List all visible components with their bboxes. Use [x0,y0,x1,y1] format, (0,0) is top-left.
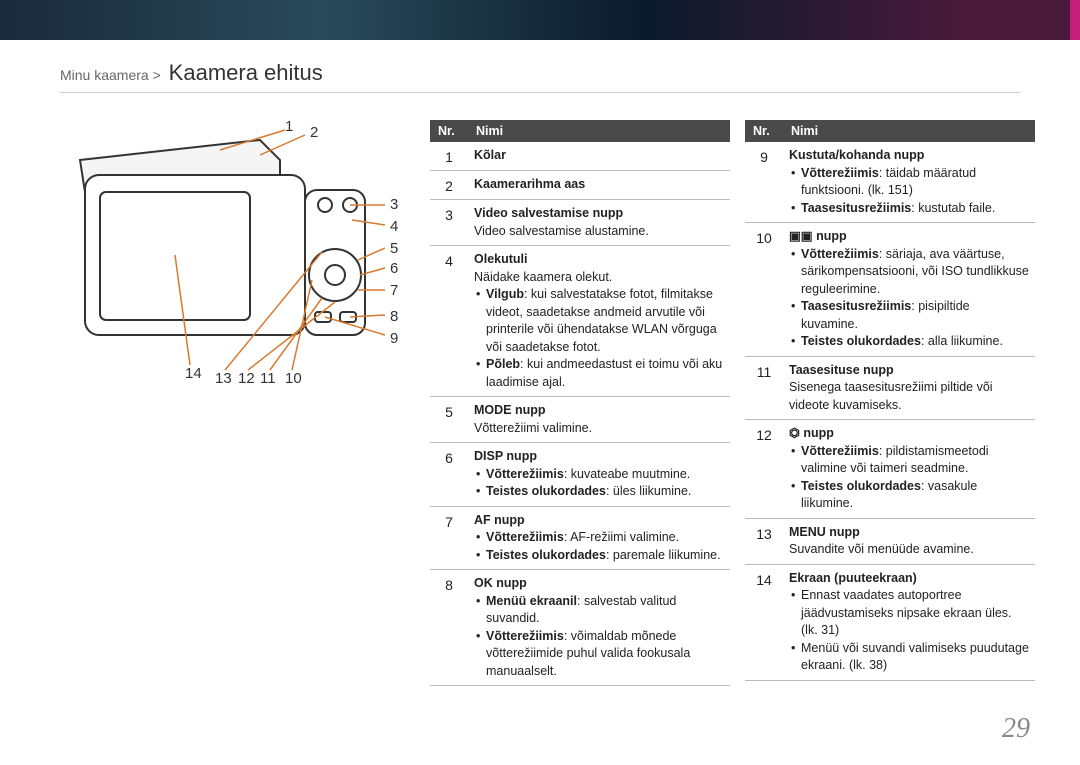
callout-12: 12 [238,370,255,387]
page-number: 29 [1002,713,1030,745]
header-nimi: Nimi [783,120,1035,142]
breadcrumb-section: Minu kaamera > [60,67,161,83]
breadcrumb: Minu kaamera > Kaamera ehitus [60,60,323,86]
callout-3: 3 [390,196,398,213]
callout-7: 7 [390,282,398,299]
accent-bar [1070,0,1080,40]
header-nimi: Nimi [468,120,730,142]
callout-5: 5 [390,240,398,257]
callout-13: 13 [215,370,232,387]
divider [60,92,1020,93]
table-row: 8 OK nupp Menüü ekraanil: salvestab vali… [430,570,730,686]
callout-11: 11 [260,370,276,387]
table-row: 3 Video salvestamise nupp Video salvesta… [430,200,730,246]
camera-illustration [60,120,410,400]
callout-1: 1 [285,118,293,135]
table-header: Nr. Nimi [745,120,1035,142]
callout-2: 2 [310,124,318,141]
table-row: 10 ▣▣ nupp Võtterežiimis: säriaja, ava v… [745,223,1035,357]
table-row: 12 ⏣ nupp Võtterežiimis: pildistamismeet… [745,420,1035,519]
table-row: 1 Kõlar [430,142,730,171]
callout-14: 14 [185,365,202,382]
callout-10: 10 [285,370,302,387]
table-row: 6 DISP nupp Võtterežiimis: kuvateabe muu… [430,443,730,507]
table-row: 5 MODE nupp Võtterežiimi valimine. [430,397,730,443]
table-row: 2 Kaamerarihma aas [430,171,730,200]
table-row: 14 Ekraan (puuteekraan) Ennast vaadates … [745,565,1035,681]
top-banner [0,0,1080,40]
parts-table-col1: Nr. Nimi 1 Kõlar 2 Kaamerarihma aas 3 Vi… [430,120,730,686]
table-row: 4 Olekutuli Näidake kaamera olekut. Vilg… [430,246,730,397]
table-row: 9 Kustuta/kohanda nupp Võtterežiimis: tä… [745,142,1035,223]
header-nr: Nr. [430,120,468,142]
table-row: 7 AF nupp Võtterežiimis: AF-režiimi vali… [430,507,730,571]
camera-diagram: 1 2 3 4 5 6 7 8 9 10 11 12 13 14 [60,120,410,400]
parts-table-col2: Nr. Nimi 9 Kustuta/kohanda nupp Võtterež… [745,120,1035,681]
callout-8: 8 [390,308,398,325]
table-row: 13 MENU nupp Suvandite või menüüde avami… [745,519,1035,565]
callout-9: 9 [390,330,398,347]
header-nr: Nr. [745,120,783,142]
callout-6: 6 [390,260,398,277]
table-row: 11 Taasesituse nupp Sisenega taasesitusr… [745,357,1035,421]
callout-4: 4 [390,218,398,235]
table-header: Nr. Nimi [430,120,730,142]
page-title: Kaamera ehitus [169,60,323,85]
